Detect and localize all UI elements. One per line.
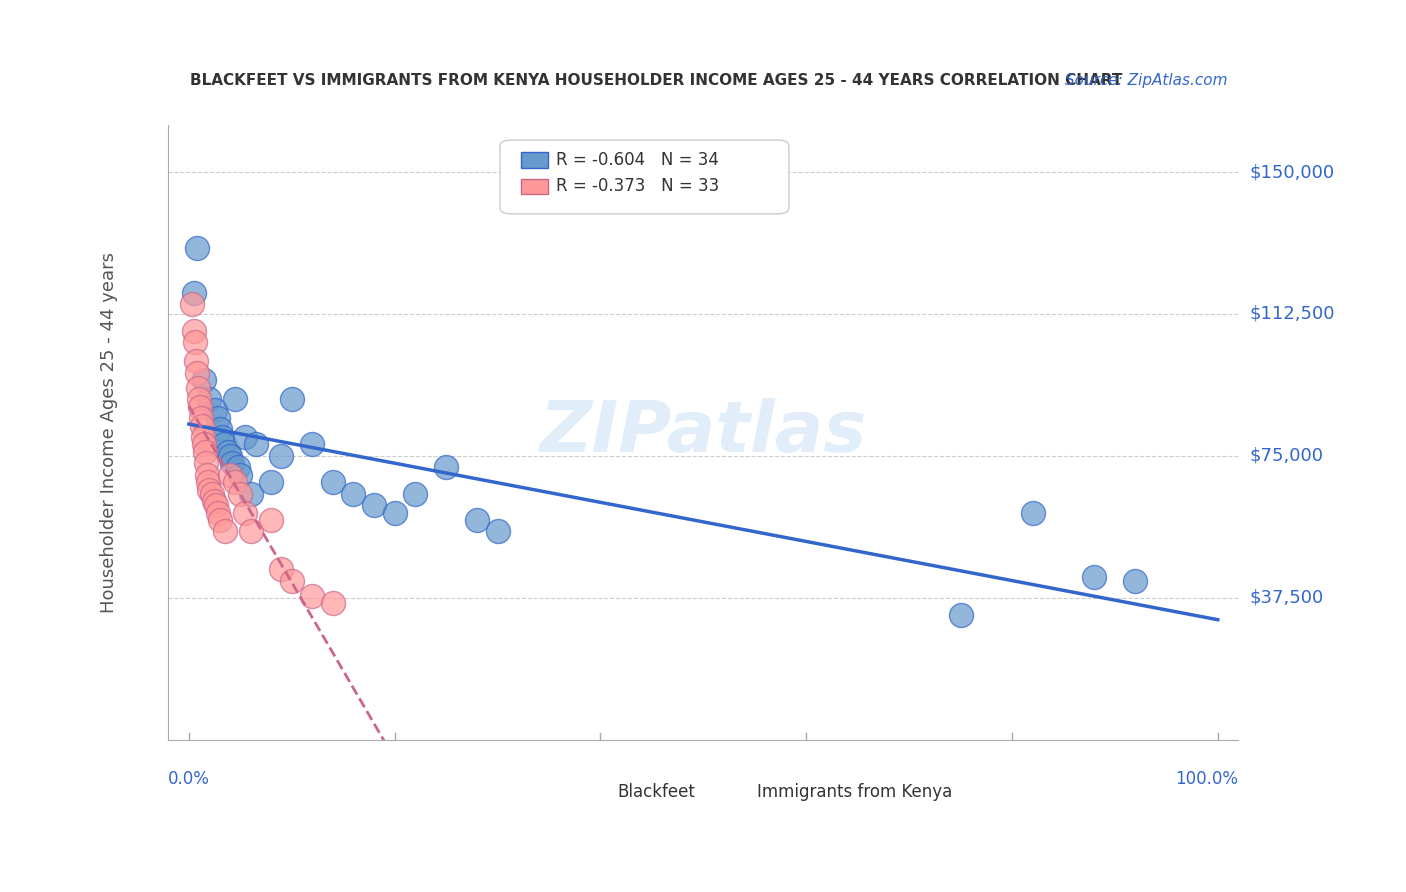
Point [221, 456, 243, 470]
Point [198, 392, 221, 406]
Text: $75,000: $75,000 [1249, 447, 1323, 465]
Text: ZIPatlas: ZIPatlas [540, 398, 868, 467]
Text: Householder Income Ages 25 - 44 years: Householder Income Ages 25 - 44 years [100, 252, 118, 613]
Point [322, 475, 344, 490]
Point [181, 297, 204, 311]
Text: $112,500: $112,500 [1249, 305, 1334, 323]
Point [229, 486, 252, 500]
Point [188, 392, 211, 406]
Point [198, 483, 221, 497]
Point [270, 562, 292, 576]
Text: R = -0.373   N = 33: R = -0.373 N = 33 [555, 178, 718, 195]
Point [404, 486, 426, 500]
Point [281, 574, 304, 588]
Point [191, 418, 214, 433]
Text: R = -0.604   N = 34: R = -0.604 N = 34 [555, 151, 718, 169]
Point [465, 513, 488, 527]
Point [204, 498, 226, 512]
Text: BLACKFEET VS IMMIGRANTS FROM KENYA HOUSEHOLDER INCOME AGES 25 - 44 YEARS CORRELA: BLACKFEET VS IMMIGRANTS FROM KENYA HOUSE… [190, 73, 1122, 87]
Point [219, 449, 242, 463]
Point [208, 513, 231, 527]
Point [1125, 574, 1147, 588]
Point [235, 430, 257, 444]
Point [224, 392, 246, 406]
Point [239, 524, 262, 539]
Point [193, 373, 215, 387]
Point [183, 286, 205, 301]
Point [949, 607, 972, 622]
Point [197, 475, 219, 490]
Point [214, 524, 236, 539]
Text: $37,500: $37,500 [1249, 589, 1323, 607]
Point [224, 475, 246, 490]
Point [235, 506, 257, 520]
Point [260, 513, 283, 527]
Point [301, 437, 323, 451]
Point [211, 430, 233, 444]
Point [186, 241, 208, 255]
Point [217, 445, 239, 459]
Point [204, 403, 226, 417]
Point [208, 422, 231, 436]
Point [270, 449, 292, 463]
Point [363, 498, 385, 512]
Point [190, 411, 212, 425]
Point [186, 366, 208, 380]
Point [219, 467, 242, 482]
Point [322, 596, 344, 610]
Point [200, 486, 222, 500]
Point [188, 400, 211, 414]
Text: 0.0%: 0.0% [169, 771, 209, 789]
Point [229, 467, 252, 482]
Point [197, 467, 219, 482]
Point [207, 411, 229, 425]
Point [183, 324, 205, 338]
Point [301, 589, 323, 603]
Point [202, 494, 225, 508]
Point [239, 486, 262, 500]
Text: Immigrants from Kenya: Immigrants from Kenya [756, 782, 952, 801]
Point [187, 381, 209, 395]
Point [193, 437, 215, 451]
Point [434, 460, 457, 475]
Point [212, 437, 235, 451]
Point [207, 506, 229, 520]
Point [245, 437, 267, 451]
FancyBboxPatch shape [501, 140, 789, 214]
FancyBboxPatch shape [569, 771, 596, 786]
Point [194, 445, 217, 459]
Text: $150,000: $150,000 [1249, 163, 1334, 181]
Point [226, 460, 249, 475]
Point [1083, 570, 1105, 584]
Text: Source: ZipAtlas.com: Source: ZipAtlas.com [1066, 73, 1227, 87]
Point [193, 430, 215, 444]
Point [342, 486, 364, 500]
Point [184, 335, 207, 350]
Point [1021, 506, 1043, 520]
Text: 100.0%: 100.0% [1175, 771, 1239, 789]
Point [195, 456, 218, 470]
Point [486, 524, 509, 539]
Point [281, 392, 304, 406]
Text: Blackfeet: Blackfeet [617, 782, 696, 801]
FancyBboxPatch shape [714, 771, 741, 786]
Point [184, 354, 207, 368]
Point [260, 475, 283, 490]
FancyBboxPatch shape [522, 153, 548, 168]
Point [384, 506, 406, 520]
FancyBboxPatch shape [522, 178, 548, 194]
